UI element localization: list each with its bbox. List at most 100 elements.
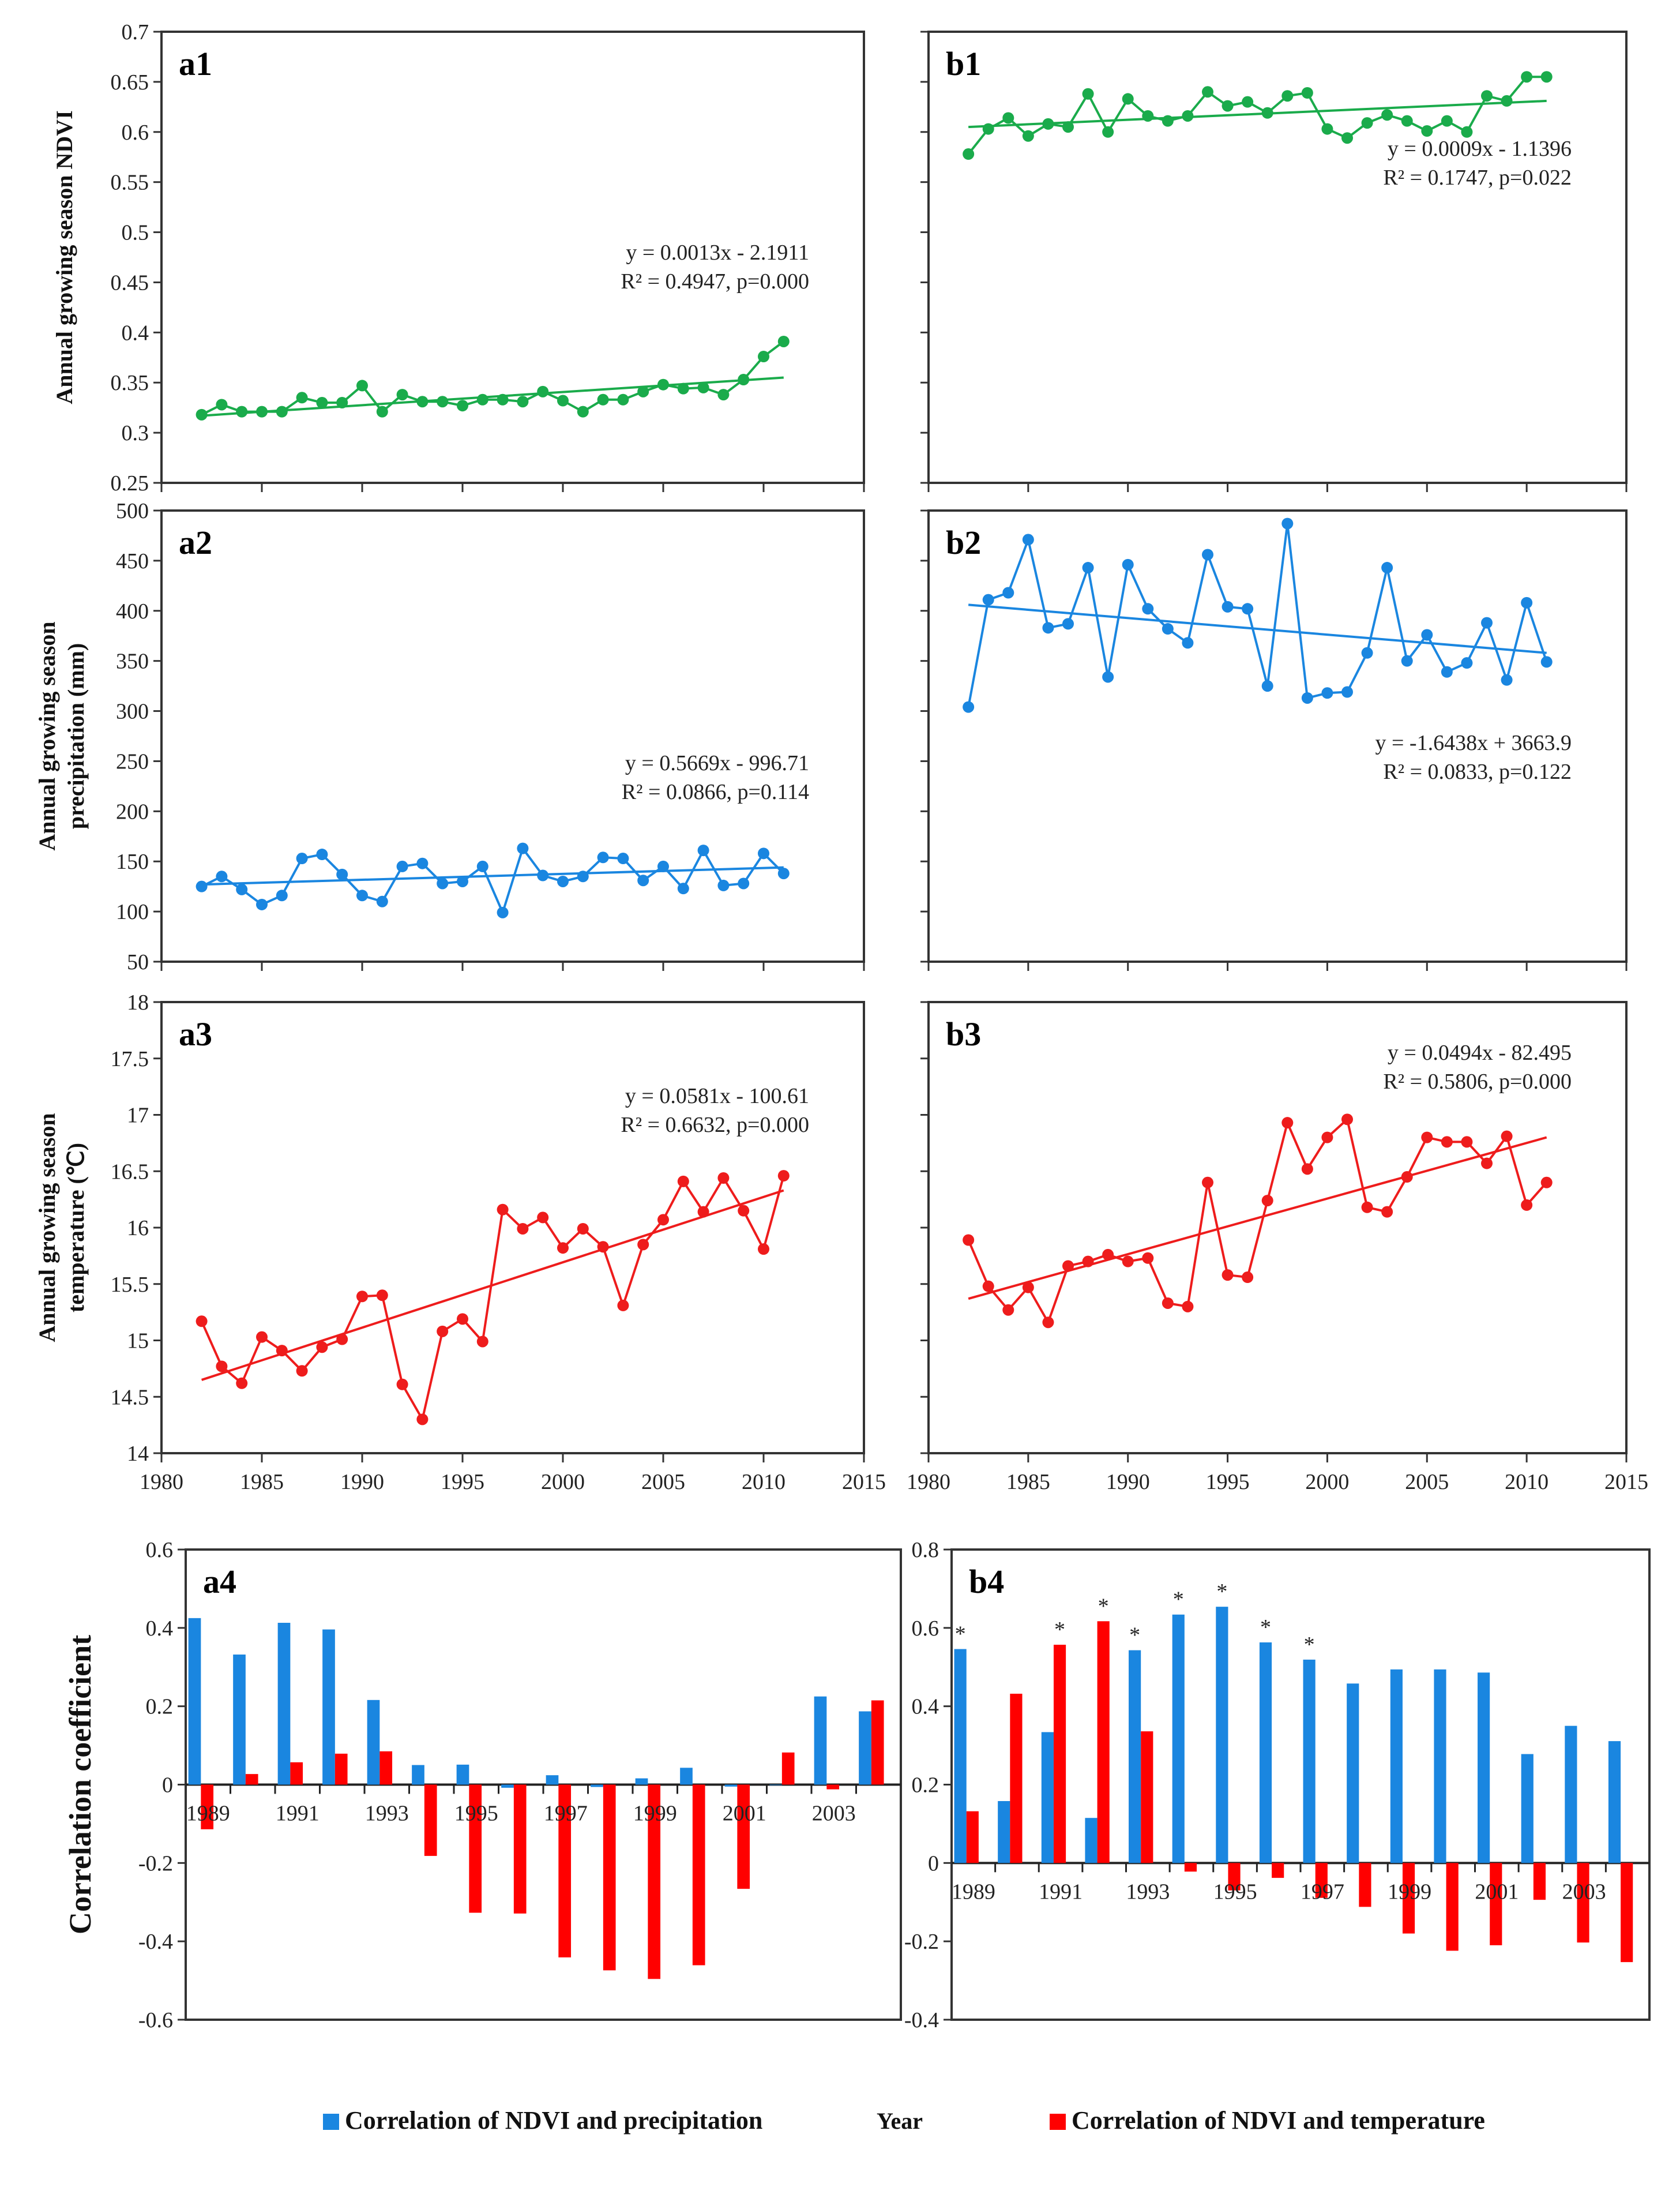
bar-precipitation xyxy=(1434,1669,1446,1863)
bar-precipitation xyxy=(1390,1669,1403,1863)
bar-precipitation xyxy=(1259,1642,1272,1863)
y-tick-label: 0.6 xyxy=(122,121,149,145)
data-point xyxy=(376,1289,388,1301)
data-point xyxy=(758,847,769,860)
y-tick-label: 14 xyxy=(127,1442,149,1466)
y-tick-label: 16 xyxy=(127,1216,149,1240)
x-tick-label: 1995 xyxy=(1213,1880,1257,1904)
data-point xyxy=(396,860,408,872)
x-tick-label: 1991 xyxy=(1039,1880,1083,1904)
bar-temperature xyxy=(1228,1863,1241,1890)
legend: Correlation of NDVI and precipitation Ye… xyxy=(323,2106,1485,2135)
data-point xyxy=(457,1313,468,1325)
data-point xyxy=(1082,1255,1094,1267)
trend-line xyxy=(968,603,1547,654)
regression-equation: y = 0.5669x - 996.71 xyxy=(625,751,809,775)
bar-precipitation xyxy=(954,1649,967,1863)
y-tick-label: -0.6 xyxy=(138,2008,173,2032)
data-point xyxy=(1401,1171,1413,1183)
data-point xyxy=(1281,90,1294,102)
data-point xyxy=(196,880,208,892)
data-point xyxy=(1301,1163,1313,1175)
panel-label: a2 xyxy=(179,524,212,561)
significance-marker: * xyxy=(1098,1594,1109,1618)
data-point xyxy=(1242,603,1254,615)
data-point xyxy=(276,890,288,902)
data-point xyxy=(1022,130,1034,142)
bar-precipitation xyxy=(1608,1741,1621,1863)
data-point xyxy=(537,385,549,397)
data-point xyxy=(1381,562,1393,574)
x-tick-label: 2015 xyxy=(1604,1470,1648,1494)
panel-label: a4 xyxy=(203,1563,236,1600)
y-tick-label: 0 xyxy=(162,1773,173,1798)
data-point xyxy=(557,395,569,407)
data-point xyxy=(557,1242,569,1254)
data-point xyxy=(1501,95,1513,107)
bar-precipitation xyxy=(412,1765,424,1785)
y-tick-label: 0.55 xyxy=(111,171,149,195)
bar-temperature xyxy=(379,1751,393,1785)
bar-temperature xyxy=(1272,1863,1284,1878)
data-point xyxy=(1321,1131,1333,1143)
data-point xyxy=(1202,1176,1213,1188)
data-point xyxy=(738,1205,750,1217)
data-point xyxy=(497,393,509,406)
x-tick-label: 1999 xyxy=(1388,1880,1431,1904)
bar-temperature xyxy=(966,1811,979,1863)
data-point xyxy=(256,406,268,418)
panel-label: a1 xyxy=(179,45,212,82)
y-tick-label: 0.7 xyxy=(122,20,149,44)
data-point xyxy=(1222,1269,1234,1281)
bar-precipitation xyxy=(1041,1732,1054,1863)
data-point xyxy=(597,1241,609,1253)
data-point xyxy=(597,393,609,406)
y-axis-title: Correlation coefficient xyxy=(63,1635,97,1934)
data-point xyxy=(1341,686,1353,698)
data-point xyxy=(216,399,228,411)
data-point xyxy=(1261,1195,1273,1207)
data-point xyxy=(1102,126,1114,138)
bar-precipitation xyxy=(277,1623,291,1785)
bar-temperature xyxy=(1359,1863,1371,1907)
data-point xyxy=(617,1299,629,1311)
data-point xyxy=(738,374,750,386)
data-point xyxy=(738,877,750,890)
data-point xyxy=(356,380,368,392)
data-point xyxy=(1421,629,1433,641)
y-tick-label: 250 xyxy=(116,749,149,774)
bar-precipitation xyxy=(546,1775,559,1785)
y-tick-label: -0.2 xyxy=(138,1851,173,1875)
x-tick-label: 1995 xyxy=(441,1470,484,1494)
data-point xyxy=(1461,657,1473,669)
bar-temperature xyxy=(201,1784,214,1829)
data-point xyxy=(336,1333,348,1345)
bar-precipitation xyxy=(1172,1614,1185,1863)
y-tick-label: 14.5 xyxy=(111,1385,149,1409)
panel-label: b2 xyxy=(946,524,981,561)
data-point xyxy=(1341,1113,1353,1126)
plot-frame xyxy=(927,509,1628,963)
bar-precipitation xyxy=(1303,1659,1316,1863)
data-point xyxy=(316,1341,328,1353)
bar-precipitation xyxy=(814,1696,827,1785)
bar-precipitation xyxy=(1085,1818,1098,1863)
x-tick-label: 2010 xyxy=(1505,1470,1549,1494)
x-tick-label: 1980 xyxy=(140,1470,183,1494)
data-point xyxy=(1142,1252,1154,1264)
bar-temperature xyxy=(1010,1693,1023,1863)
data-point xyxy=(963,701,975,713)
y-tick-label: 0.3 xyxy=(122,421,149,445)
y-tick-label: 50 xyxy=(127,950,149,974)
data-point xyxy=(1102,1248,1114,1261)
y-tick-label: 0.65 xyxy=(111,70,149,95)
data-point xyxy=(497,906,509,918)
series-line xyxy=(967,1117,1548,1326)
data-point xyxy=(236,883,248,895)
data-point xyxy=(1062,121,1074,133)
data-point xyxy=(236,1377,248,1389)
data-point xyxy=(557,875,569,887)
y-tick-label: 400 xyxy=(116,599,149,624)
regression-equation: y = 0.0494x - 82.495 xyxy=(1388,1041,1572,1065)
regression-equation: y = -1.6438x + 3663.9 xyxy=(1375,731,1572,755)
